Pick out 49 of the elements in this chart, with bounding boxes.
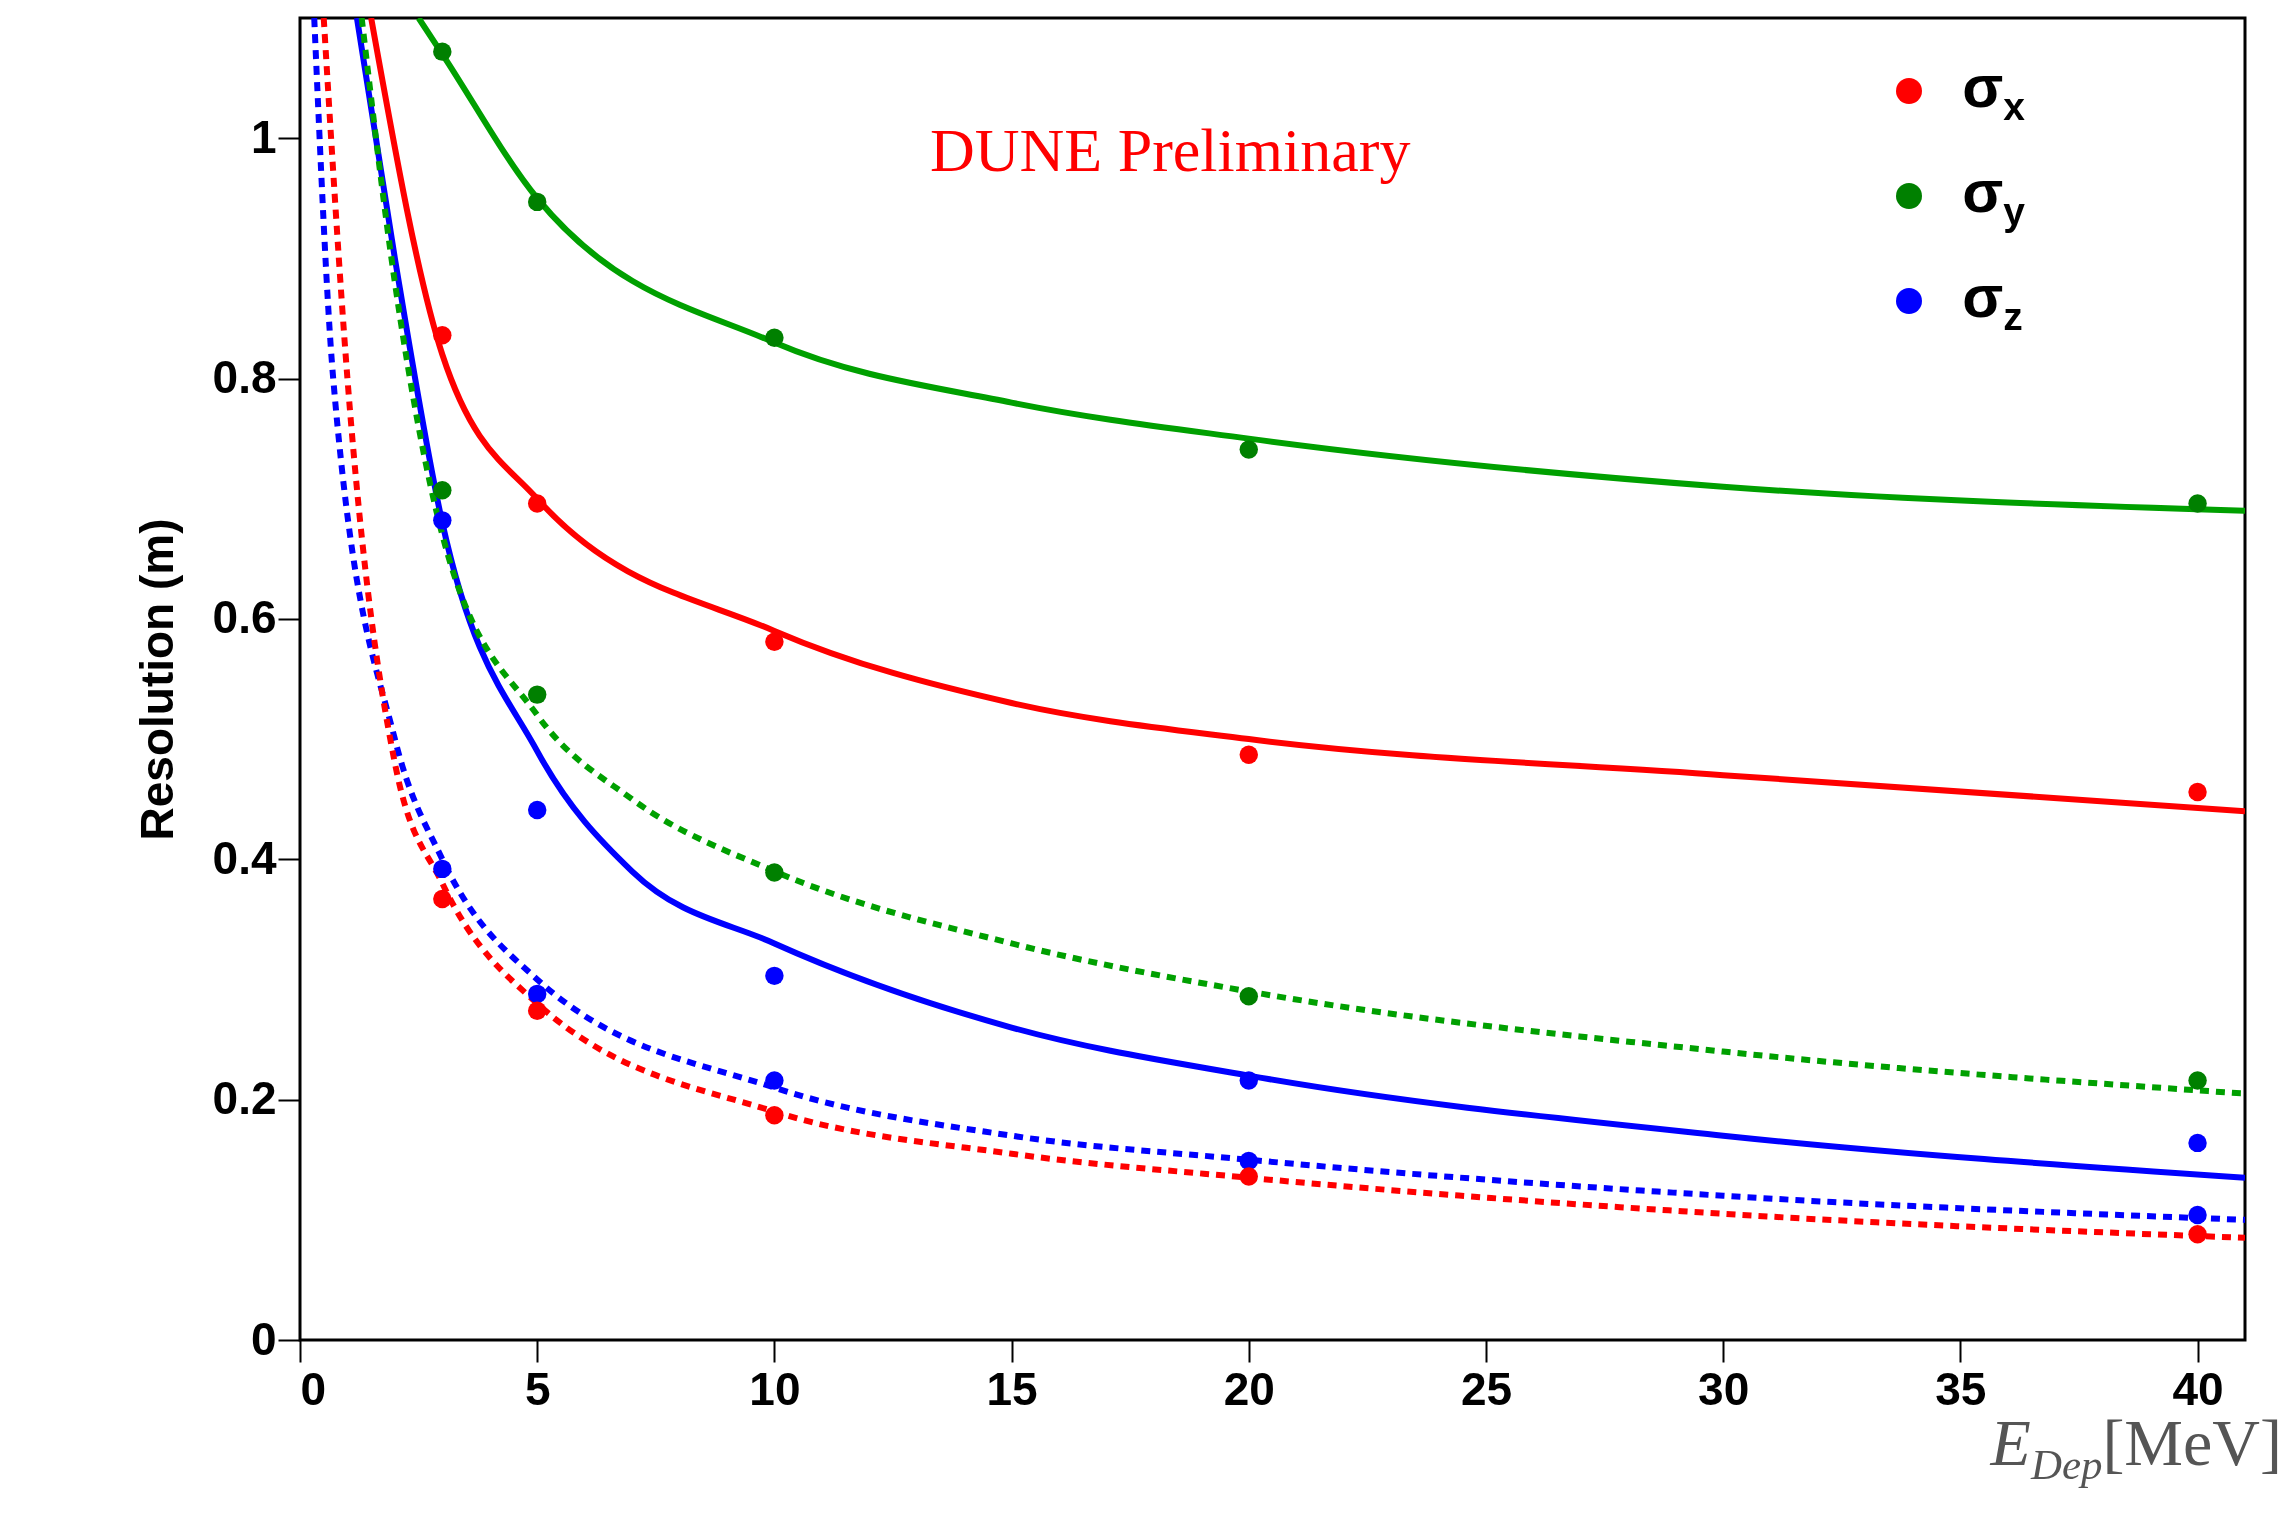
annotation: DUNE Preliminary xyxy=(930,115,1411,186)
point xyxy=(527,800,547,820)
point xyxy=(433,889,452,909)
point xyxy=(1239,1167,1258,1186)
point xyxy=(527,192,547,212)
x-tick-label: 20 xyxy=(1223,1362,1275,1415)
y-tick-label: 0.2 xyxy=(212,1072,277,1125)
point xyxy=(433,511,452,530)
point xyxy=(765,328,784,347)
legend-label: σ$_{z}$ xyxy=(1962,262,2023,339)
point xyxy=(433,481,452,500)
x-tick-label: 5 xyxy=(524,1362,551,1415)
x-tick-label: 15 xyxy=(986,1362,1038,1415)
legend-label: σ$_{y}$ xyxy=(1962,157,2025,234)
point xyxy=(765,1106,784,1125)
point xyxy=(2188,782,2207,802)
y-tick-label: 0 xyxy=(250,1312,277,1365)
point xyxy=(765,863,784,882)
point xyxy=(2188,1133,2207,1153)
point xyxy=(433,859,452,879)
y-tick-label: 0.8 xyxy=(212,351,277,404)
point xyxy=(765,966,784,986)
y-tick-label: 0.6 xyxy=(212,591,277,644)
point xyxy=(1239,440,1258,459)
y-axis-title: Resolution (m) xyxy=(130,518,183,841)
legend-label: σ$_{x}$ xyxy=(1962,52,2025,129)
point xyxy=(2188,1071,2207,1090)
x-tick-label: 10 xyxy=(749,1362,801,1415)
point xyxy=(433,326,452,345)
point xyxy=(527,494,547,513)
x-tick-label: 0 xyxy=(300,1362,327,1415)
point xyxy=(527,685,547,704)
x-tick-label: 35 xyxy=(1935,1362,1987,1415)
y-tick-label: 1 xyxy=(250,110,277,163)
point xyxy=(2188,1225,2207,1244)
x-tick-label: 25 xyxy=(1460,1362,1513,1415)
x-tick-label: 30 xyxy=(1698,1362,1750,1415)
point xyxy=(433,42,452,61)
point xyxy=(765,1071,784,1090)
point xyxy=(1239,987,1258,1006)
point xyxy=(1239,1151,1258,1171)
point xyxy=(2188,1205,2207,1225)
point xyxy=(2188,494,2207,513)
point xyxy=(527,1001,547,1020)
point xyxy=(527,984,547,1004)
point xyxy=(1239,745,1258,764)
point xyxy=(765,632,784,651)
point xyxy=(1239,1071,1258,1090)
y-tick-label: 0.4 xyxy=(212,831,277,884)
